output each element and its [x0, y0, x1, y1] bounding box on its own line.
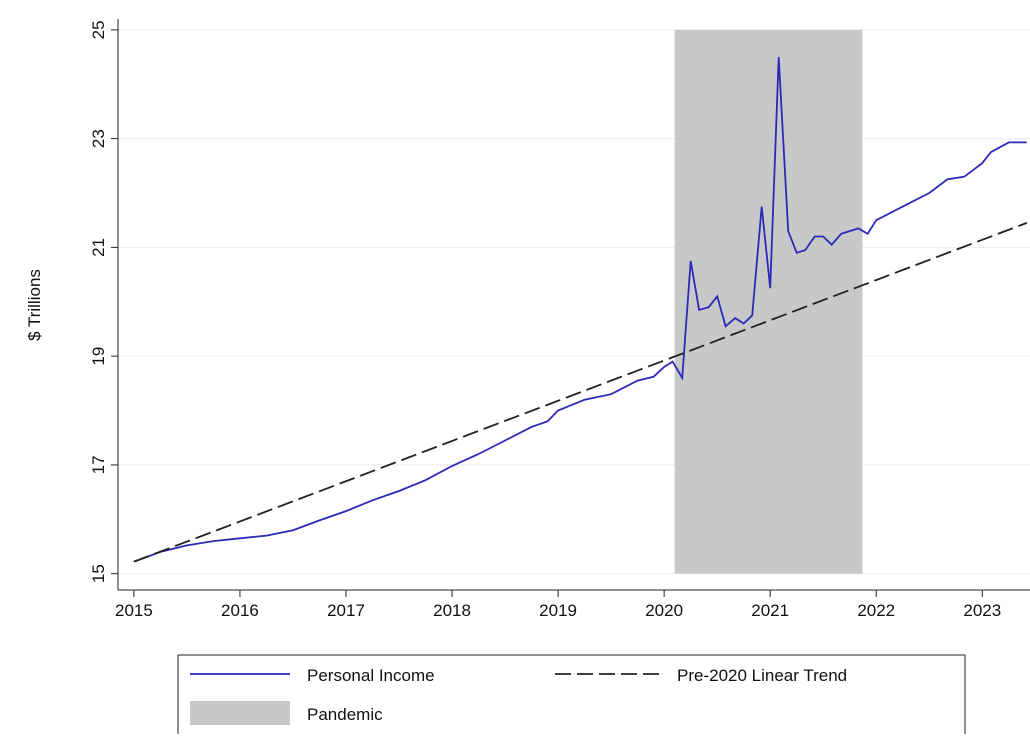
income-line — [133, 57, 1027, 563]
x-tick-label: 2022 — [857, 601, 895, 620]
legend-label: Pandemic — [307, 705, 383, 724]
y-tick-label: 23 — [89, 129, 108, 148]
pandemic-shade — [674, 29, 863, 574]
trend-line — [133, 222, 1028, 563]
legend-label: Personal Income — [307, 666, 435, 685]
x-tick-label: 2020 — [645, 601, 683, 620]
x-tick-label: 2017 — [327, 601, 365, 620]
x-tick-label: 2016 — [221, 601, 259, 620]
legend-label: Pre-2020 Linear Trend — [677, 666, 847, 685]
y-tick-label: 19 — [89, 347, 108, 366]
y-tick-label: 15 — [89, 564, 108, 583]
x-tick-label: 2023 — [963, 601, 1001, 620]
y-tick-label: 17 — [89, 455, 108, 474]
x-tick-label: 2021 — [751, 601, 789, 620]
y-tick-label: 25 — [89, 20, 108, 39]
x-tick-label: 2019 — [539, 601, 577, 620]
legend-swatch — [190, 701, 290, 725]
y-tick-label: 21 — [89, 238, 108, 257]
x-tick-label: 2015 — [115, 601, 153, 620]
x-tick-label: 2018 — [433, 601, 471, 620]
legend-box — [177, 654, 966, 739]
y-axis-label: $ Trillions — [25, 269, 44, 341]
